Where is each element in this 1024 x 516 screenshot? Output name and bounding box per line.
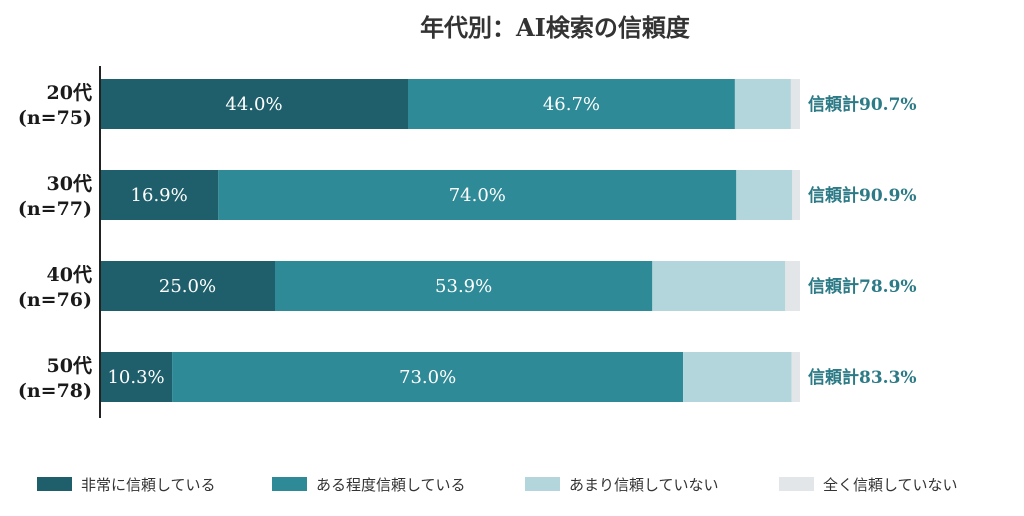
data-label: 46.7% xyxy=(543,94,600,115)
data-label: 25.0% xyxy=(159,276,216,297)
y-tick-label: 50代 xyxy=(47,355,92,377)
data-label: 74.0% xyxy=(449,185,506,206)
total-label: 信頼計90.7% xyxy=(808,94,917,115)
data-label: 16.9% xyxy=(131,185,188,206)
y-tick-sample-size: (n=75) xyxy=(18,107,92,129)
total-label: 信頼計83.3% xyxy=(808,367,917,388)
bar-segment xyxy=(100,352,173,402)
data-label: 44.0% xyxy=(225,94,282,115)
data-label: 53.9% xyxy=(435,276,492,297)
bar-segment xyxy=(683,352,792,402)
bar-segment xyxy=(734,79,791,129)
bar-segment xyxy=(218,170,737,220)
bar-segment xyxy=(408,79,735,129)
total-label: 信頼計90.9% xyxy=(808,185,917,206)
y-tick-label: 30代 xyxy=(47,173,92,195)
chart-title: 年代別：AI検索の信頼度 xyxy=(420,13,691,42)
y-tick-sample-size: (n=76) xyxy=(18,289,92,311)
data-label: 10.3% xyxy=(107,367,164,388)
legend-label: 非常に信頼している xyxy=(81,476,216,494)
y-tick-label: 40代 xyxy=(47,264,92,286)
bar-segment xyxy=(792,170,800,220)
y-tick-sample-size: (n=78) xyxy=(18,380,92,402)
legend-swatch xyxy=(779,477,814,491)
bar-segment xyxy=(736,170,793,220)
legend-label: あまり信頼していない xyxy=(569,476,719,494)
legend: 非常に信頼している ある程度信頼している あまり信頼していない 全く信頼していない xyxy=(37,476,958,494)
legend-swatch xyxy=(37,477,72,491)
bar-segment xyxy=(275,261,653,311)
legend-swatch xyxy=(272,477,307,491)
bar-segment xyxy=(100,170,219,220)
bar-segment xyxy=(100,79,408,129)
legend-label: ある程度信頼している xyxy=(316,476,466,494)
total-label: 信頼計78.9% xyxy=(808,276,917,297)
bar-segment xyxy=(652,261,786,311)
legend-label: 全く信頼していない xyxy=(823,476,958,494)
bar-segment xyxy=(791,352,800,402)
bars-group: 20代 (n=75) 44.0% 46.7% 信頼計90.7% 30代 (n=77) 16.9… xyxy=(18,79,917,402)
y-tick-label: 20代 xyxy=(47,82,92,104)
bar-segment xyxy=(100,261,275,311)
legend-swatch xyxy=(525,477,560,491)
data-label: 73.0% xyxy=(399,367,456,388)
y-tick-sample-size: (n=77) xyxy=(18,198,92,220)
bar-segment xyxy=(785,261,800,311)
bar-segment xyxy=(790,79,800,129)
bar-segment xyxy=(172,352,684,402)
